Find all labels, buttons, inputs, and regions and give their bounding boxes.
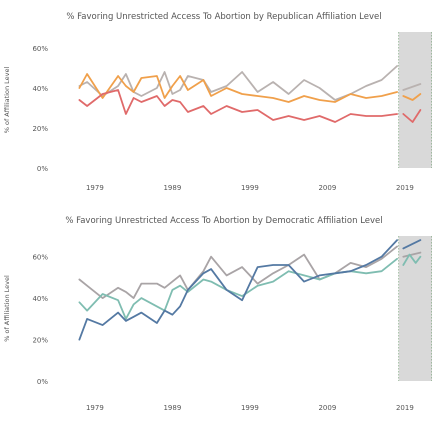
y-tick-label: 40% (32, 85, 48, 93)
series-line-dem-independent-near (78, 257, 399, 320)
y-axis-label: % of Affiliation Level (3, 67, 11, 134)
series-line-strong (402, 109, 422, 123)
x-tick-label: 1989 (163, 404, 181, 412)
series-line-dem-strong (78, 239, 399, 341)
x-tick-label: 1989 (163, 184, 181, 192)
chart-title-republican: % Favoring Unrestricted Access To Aborti… (66, 12, 382, 22)
series-line-dem-independent-near (402, 253, 422, 266)
series-line-not-very-strong (78, 73, 399, 103)
x-tick-label: 2009 (318, 184, 336, 192)
series-line-dem-not-strong (402, 251, 422, 258)
y-tick-label: 60% (32, 254, 48, 262)
x-tick-label: 2019 (396, 404, 414, 412)
x-tick-label: 1979 (86, 404, 104, 412)
shaded-region (398, 236, 432, 381)
y-tick-label: 60% (32, 45, 48, 53)
series-line-strong (78, 89, 399, 123)
chart-title-democratic: % Favoring Unrestricted Access To Aborti… (65, 216, 383, 226)
y-tick-label: 20% (32, 337, 48, 345)
x-tick-label: 1999 (241, 404, 259, 412)
y-tick-label: 0% (37, 378, 48, 386)
y-tick-label: 20% (32, 125, 48, 133)
x-tick-label: 2019 (396, 184, 414, 192)
series-line-not-very-strong (402, 93, 422, 101)
shaded-region (398, 32, 432, 168)
y-tick-label: 0% (37, 165, 48, 173)
x-tick-label: 1999 (241, 184, 259, 192)
series-line-independent-near (402, 83, 422, 91)
y-tick-label: 40% (32, 295, 48, 303)
series-line-dem-strong (402, 239, 422, 250)
x-tick-label: 2009 (318, 404, 336, 412)
x-tick-label: 1979 (86, 184, 104, 192)
y-axis-label: % of Affiliation Level (3, 275, 11, 342)
